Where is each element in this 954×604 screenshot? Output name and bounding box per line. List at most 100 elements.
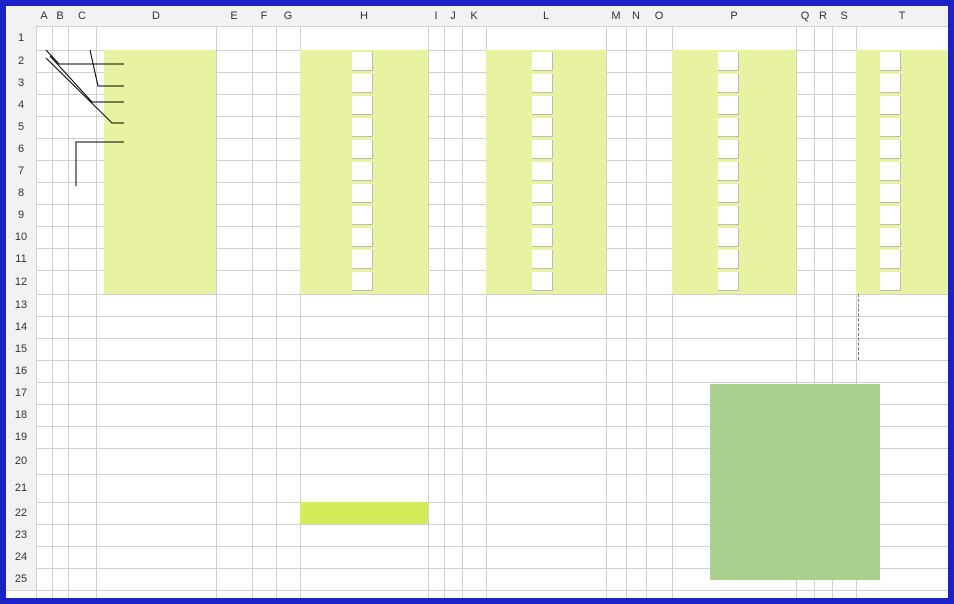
row-header-15[interactable]: 15 — [6, 338, 36, 360]
gridline-horizontal — [6, 50, 948, 51]
column-header-F[interactable]: F — [252, 6, 276, 26]
row-header-1[interactable]: 1 — [6, 26, 36, 50]
dice-number-6 — [718, 140, 739, 159]
gridline-horizontal — [6, 448, 948, 449]
dice-number-8 — [352, 184, 373, 203]
row-header-12[interactable]: 12 — [6, 270, 36, 294]
column-header-J[interactable]: J — [444, 6, 462, 26]
gridline-horizontal — [6, 546, 948, 547]
spreadsheet[interactable]: A B C D E F G H I J K L M N O P Q R S T 1 2 3 4 5 6 7 8 9 10 11 12 13 14 1… — [6, 6, 948, 598]
column-header-A[interactable]: A — [36, 6, 52, 26]
row-header-3[interactable]: 3 — [6, 72, 36, 94]
row-header-25[interactable]: 25 — [6, 568, 36, 590]
dice-number-4 — [352, 96, 373, 115]
leader-line-come-out — [75, 141, 124, 186]
gridline-vertical — [276, 6, 277, 598]
row-header-19[interactable]: 19 — [6, 426, 36, 448]
row-header-18[interactable]: 18 — [6, 404, 36, 426]
row-header-20[interactable]: 20 — [6, 448, 36, 474]
corner-cell[interactable] — [6, 6, 36, 26]
row-header-17[interactable]: 17 — [6, 382, 36, 404]
column-header-H[interactable]: H — [300, 6, 428, 26]
column-header-T[interactable]: T — [856, 6, 948, 26]
row-header-4[interactable]: 4 — [6, 94, 36, 116]
gridline-horizontal — [6, 138, 948, 139]
row-header-13[interactable]: 13 — [6, 294, 36, 316]
dice-number-5 — [880, 118, 901, 137]
dice-number-9 — [352, 206, 373, 225]
dice-number-10 — [880, 228, 901, 247]
row-header-7[interactable]: 7 — [6, 160, 36, 182]
gridline-horizontal — [6, 474, 948, 475]
row-header-2[interactable]: 2 — [6, 50, 36, 72]
gridline-vertical — [68, 6, 69, 598]
row-header-10[interactable]: 10 — [6, 226, 36, 248]
row-header-11[interactable]: 11 — [6, 248, 36, 270]
gridline-vertical — [626, 6, 627, 598]
dice-number-11 — [352, 250, 373, 269]
row-header-22[interactable]: 22 — [6, 502, 36, 524]
column-header-R[interactable]: R — [814, 6, 832, 26]
label-leader-lines — [45, 49, 124, 186]
dice-number-5 — [718, 118, 739, 137]
row-header-14[interactable]: 14 — [6, 316, 36, 338]
gridline-horizontal — [6, 568, 948, 569]
dice-number-12 — [880, 272, 901, 291]
comments-box — [710, 384, 880, 580]
gridline-horizontal — [6, 226, 948, 227]
dice-number-4 — [532, 96, 553, 115]
dice-number-6 — [880, 140, 901, 159]
dice-number-3 — [532, 74, 553, 93]
dice-number-12 — [718, 272, 739, 291]
gridline-vertical — [444, 6, 445, 598]
column-header-G[interactable]: G — [276, 6, 300, 26]
column-header-D[interactable]: D — [96, 6, 216, 26]
gridline-horizontal — [6, 404, 948, 405]
column-header-C[interactable]: C — [68, 6, 96, 26]
row-header-9[interactable]: 9 — [6, 204, 36, 226]
column-header-N[interactable]: N — [626, 6, 646, 26]
row-header-6[interactable]: 6 — [6, 138, 36, 160]
dice-number-11 — [532, 250, 553, 269]
gridline-vertical — [252, 6, 253, 598]
column-header-S[interactable]: S — [832, 6, 856, 26]
row-header-24[interactable]: 24 — [6, 546, 36, 568]
row-header-23[interactable]: 23 — [6, 524, 36, 546]
column-header-K[interactable]: K — [462, 6, 486, 26]
gridline-horizontal — [6, 316, 948, 317]
dice-number-12 — [532, 272, 553, 291]
column-header-L[interactable]: L — [486, 6, 606, 26]
gridline-horizontal — [6, 382, 948, 383]
gridline-horizontal — [6, 338, 948, 339]
row-header-5[interactable]: 5 — [6, 116, 36, 138]
gridline-horizontal — [6, 524, 948, 525]
gridline-horizontal — [6, 426, 948, 427]
gridline-vertical — [486, 6, 487, 598]
gridline-vertical — [52, 6, 53, 598]
gridline-vertical — [856, 6, 857, 598]
gridline-horizontal — [6, 160, 948, 161]
leader-line-bank — [45, 49, 124, 65]
column-header-B[interactable]: B — [52, 6, 68, 26]
gridline-vertical — [606, 6, 607, 598]
dice-number-2 — [352, 52, 373, 71]
column-header-Q[interactable]: Q — [796, 6, 814, 26]
row-header-21[interactable]: 21 — [6, 474, 36, 502]
dice-number-11 — [718, 250, 739, 269]
gridline-horizontal — [6, 94, 948, 95]
dice-number-7 — [718, 162, 739, 181]
column-header-P[interactable]: P — [672, 6, 796, 26]
dice-number-9 — [532, 206, 553, 225]
gridline-vertical — [36, 6, 37, 598]
column-header-O[interactable]: O — [646, 6, 672, 26]
column-header-I[interactable]: I — [428, 6, 444, 26]
gridline-vertical — [796, 6, 797, 598]
column-header-M[interactable]: M — [606, 6, 626, 26]
gridline-vertical — [428, 6, 429, 598]
row-header-8[interactable]: 8 — [6, 182, 36, 204]
dice-number-2 — [532, 52, 553, 71]
row-header-16[interactable]: 16 — [6, 360, 36, 382]
game-block-1 — [104, 50, 216, 294]
column-header-E[interactable]: E — [216, 6, 252, 26]
dice-number-7 — [352, 162, 373, 181]
